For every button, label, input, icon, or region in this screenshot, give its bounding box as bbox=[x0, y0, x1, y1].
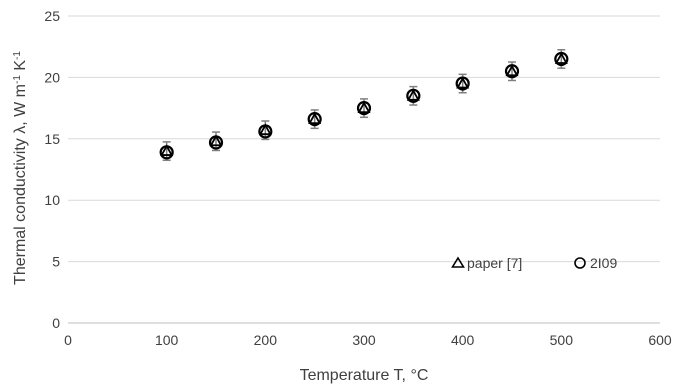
point-2i09 bbox=[455, 76, 470, 91]
error-bars bbox=[162, 49, 566, 162]
y-tick-label-0: 0 bbox=[52, 315, 60, 331]
point-2i09 bbox=[554, 51, 569, 67]
point-2i09 bbox=[356, 100, 372, 116]
y-tick-label-10: 10 bbox=[44, 192, 60, 208]
series-markers bbox=[159, 51, 569, 160]
gridlines bbox=[68, 15, 660, 263]
point-paper7 bbox=[209, 134, 223, 147]
x-tick-label-500: 500 bbox=[550, 332, 574, 348]
x-tick-label-300: 300 bbox=[352, 332, 376, 348]
y-tick-label-20: 20 bbox=[44, 69, 60, 85]
y-axis-title-sup1: -1 bbox=[12, 75, 23, 84]
x-tick-label-100: 100 bbox=[155, 332, 179, 348]
y-axis-title-mid: K bbox=[12, 60, 29, 75]
y-tick-labels: 0 5 10 15 20 25 bbox=[44, 8, 60, 331]
point-paper7 bbox=[258, 123, 272, 136]
y-tick-label-5: 5 bbox=[52, 254, 60, 270]
point-2i09 bbox=[208, 135, 224, 150]
point-paper7 bbox=[160, 144, 174, 156]
legend-label-paper7: paper [7] bbox=[467, 255, 522, 271]
point-2i09 bbox=[159, 145, 174, 160]
y-tick-label-25: 25 bbox=[44, 8, 60, 24]
point-paper7 bbox=[357, 101, 371, 113]
legend-marker-circle bbox=[574, 257, 586, 269]
x-tick-label-400: 400 bbox=[451, 332, 475, 348]
point-2i09 bbox=[406, 88, 421, 103]
point-paper7 bbox=[505, 64, 519, 77]
x-tick-labels: 0 100 200 300 400 500 600 bbox=[64, 332, 672, 348]
x-tick-label-600: 600 bbox=[648, 332, 672, 348]
legend-label-2i09: 2I09 bbox=[590, 255, 617, 271]
point-paper7 bbox=[456, 76, 470, 89]
legend: paper [7] 2I09 bbox=[451, 255, 617, 271]
point-2i09 bbox=[258, 124, 273, 139]
y-axis-title-main: Thermal conductivity λ, W m bbox=[12, 84, 29, 285]
point-paper7 bbox=[554, 52, 568, 64]
y-axis-title-sup2: -1 bbox=[12, 51, 23, 60]
point-paper7 bbox=[308, 112, 322, 125]
y-axis-title: Thermal conductivity λ, W m-1 K-1 bbox=[12, 51, 30, 285]
point-2i09 bbox=[504, 64, 520, 79]
point-paper7 bbox=[406, 88, 420, 101]
x-tick-label-200: 200 bbox=[254, 332, 278, 348]
x-axis-title: Temperature T, °C bbox=[300, 367, 429, 384]
point-2i09 bbox=[307, 112, 322, 127]
legend-marker-triangle bbox=[451, 256, 465, 268]
y-tick-label-15: 15 bbox=[44, 131, 60, 147]
x-tick-label-0: 0 bbox=[64, 332, 72, 348]
